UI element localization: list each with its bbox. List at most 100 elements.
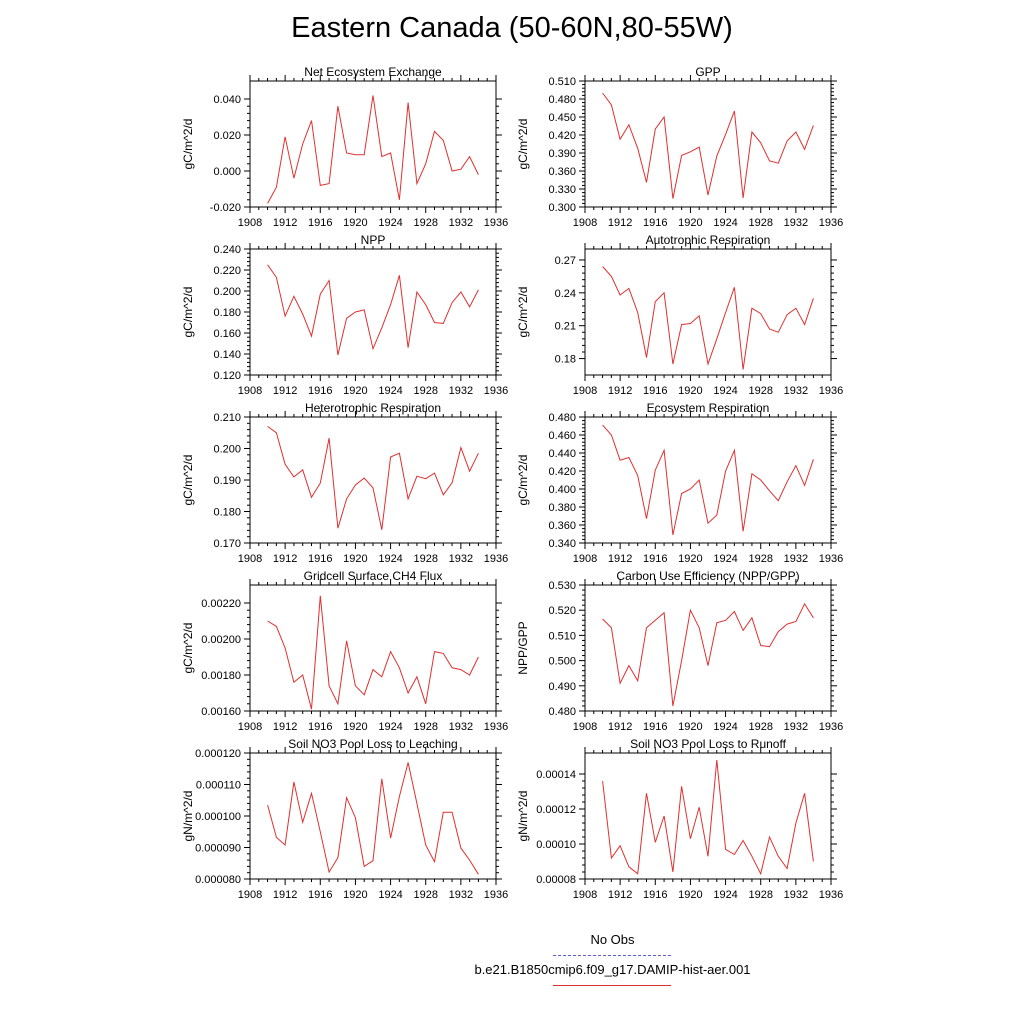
panel-1: GPP 1908 1912 1916 1920 1924 1928 1932 1936 0.300… <box>516 65 843 229</box>
x-tick-label: 1908 <box>573 385 597 397</box>
panel-title: Heterotrophic Respiration <box>305 401 441 415</box>
plot-frame <box>249 584 497 712</box>
series-line <box>267 595 479 710</box>
x-tick-label: 1908 <box>238 721 262 733</box>
y-tick-label: 0.000 <box>213 166 241 178</box>
series-line <box>602 266 814 370</box>
x-tick-label: 1908 <box>573 217 597 229</box>
plot-frame <box>584 80 832 208</box>
plot-frame <box>584 752 832 880</box>
y-tick-label: 0.480 <box>548 412 576 424</box>
x-tick-label: 1908 <box>238 889 262 901</box>
x-tick-label: 1924 <box>378 721 402 733</box>
plot-frame <box>249 416 497 544</box>
panel-3: Autotrophic Respiration 1908 1912 1916 1920 1… <box>516 233 843 397</box>
y-tick-label: 0.420 <box>548 130 576 142</box>
x-tick-label: 1920 <box>343 553 367 565</box>
y-tick-label: 0.120 <box>213 370 241 382</box>
y-tick-label: 0.000080 <box>195 874 241 886</box>
x-tick-label: 1928 <box>413 553 437 565</box>
y-tick-label: 0.300 <box>548 202 576 214</box>
x-tick-label: 1928 <box>748 217 772 229</box>
panel-title: Autotrophic Respiration <box>646 233 771 247</box>
x-tick-label: 1932 <box>784 889 808 901</box>
x-tick-label: 1916 <box>308 553 332 565</box>
y-tick-label: 0.040 <box>213 94 241 106</box>
x-tick-label: 1920 <box>678 721 702 733</box>
y-tick-label: 0.200 <box>213 286 241 298</box>
y-tick-label: 0.520 <box>548 605 576 617</box>
series-line <box>602 602 814 707</box>
y-tick-label: 0.340 <box>548 538 576 550</box>
x-tick-label: 1936 <box>484 217 508 229</box>
x-tick-label: 1924 <box>378 553 402 565</box>
plot-frame <box>584 584 832 712</box>
x-tick-label: 1912 <box>608 217 632 229</box>
x-tick-label: 1908 <box>238 385 262 397</box>
y-tick-label: 0.180 <box>213 507 241 519</box>
y-tick-label: 0.000090 <box>195 843 241 855</box>
panel-title: Gridcell Surface CH4 Flux <box>304 569 443 583</box>
y-tick-label: 0.530 <box>548 580 576 592</box>
x-tick-label: 1912 <box>273 385 297 397</box>
x-tick-label: 1932 <box>449 889 473 901</box>
y-tick-label: 0.00012 <box>536 804 576 816</box>
y-tick-label: 0.390 <box>548 148 576 160</box>
panel-title: Soil NO3 Pool Loss to Leaching <box>288 737 457 751</box>
y-tick-label: 0.450 <box>548 112 576 124</box>
x-tick-label: 1932 <box>449 217 473 229</box>
x-tick-label: 1936 <box>819 385 843 397</box>
x-tick-label: 1932 <box>784 721 808 733</box>
legend-model-label: b.e21.B1850cmip6.f09_g17.DAMIP-hist-aer.… <box>474 962 751 977</box>
x-tick-label: 1932 <box>784 553 808 565</box>
y-tick-label: 0.18 <box>555 354 576 366</box>
y-tick-label: 0.21 <box>555 321 576 333</box>
y-tick-label: 0.460 <box>548 430 576 442</box>
x-tick-label: 1932 <box>449 385 473 397</box>
y-tick-label: 0.360 <box>548 520 576 532</box>
y-tick-label: 0.020 <box>213 130 241 142</box>
x-tick-label: 1912 <box>608 889 632 901</box>
x-tick-label: 1924 <box>713 721 737 733</box>
y-tick-label: 0.440 <box>548 448 576 460</box>
y-tick-label: 0.510 <box>548 76 576 88</box>
panel-title: GPP <box>695 65 720 79</box>
y-axis-label: gC/m^2/d <box>516 287 530 338</box>
y-axis-label: gC/m^2/d <box>181 119 195 170</box>
x-tick-label: 1928 <box>748 721 772 733</box>
panel-4: Heterotrophic Respiration 1908 1912 1916 192… <box>181 401 508 565</box>
x-tick-label: 1920 <box>678 217 702 229</box>
y-tick-label: 0.24 <box>555 288 576 300</box>
y-tick-label: 0.170 <box>213 538 241 550</box>
y-tick-label: 0.000100 <box>195 811 241 823</box>
x-tick-label: 1920 <box>678 553 702 565</box>
y-tick-label: 0.00180 <box>201 670 241 682</box>
x-tick-label: 1932 <box>449 721 473 733</box>
x-tick-label: 1936 <box>819 553 843 565</box>
x-tick-label: 1924 <box>713 217 737 229</box>
x-tick-label: 1936 <box>484 553 508 565</box>
series-line <box>267 762 479 875</box>
x-tick-label: 1932 <box>449 553 473 565</box>
x-tick-label: 1916 <box>643 889 667 901</box>
series-line <box>267 95 479 204</box>
y-tick-label: 0.490 <box>548 681 576 693</box>
x-tick-label: 1936 <box>484 385 508 397</box>
panel-title: Net Ecosystem Exchange <box>304 65 442 79</box>
x-tick-label: 1924 <box>378 385 402 397</box>
panel-9: Soil NO3 Pool Loss to Runoff 1908 1912 1916… <box>516 737 843 901</box>
y-tick-label: 0.480 <box>548 94 576 106</box>
x-tick-label: 1908 <box>573 553 597 565</box>
y-tick-label: 0.240 <box>213 244 241 256</box>
panel-0: Net Ecosystem Exchange 1908 1912 1916 1920 19… <box>181 65 508 229</box>
y-tick-label: 0.00010 <box>536 839 576 851</box>
x-tick-label: 1936 <box>819 889 843 901</box>
x-tick-label: 1908 <box>238 553 262 565</box>
x-tick-label: 1912 <box>608 721 632 733</box>
x-tick-label: 1908 <box>238 217 262 229</box>
y-axis-label: gC/m^2/d <box>516 455 530 506</box>
panel-7: Carbon Use Efficiency (NPP/GPP) 1908 1912 1… <box>516 569 843 733</box>
y-tick-label: 0.00014 <box>536 769 576 781</box>
x-tick-label: 1916 <box>643 553 667 565</box>
x-tick-label: 1928 <box>748 889 772 901</box>
